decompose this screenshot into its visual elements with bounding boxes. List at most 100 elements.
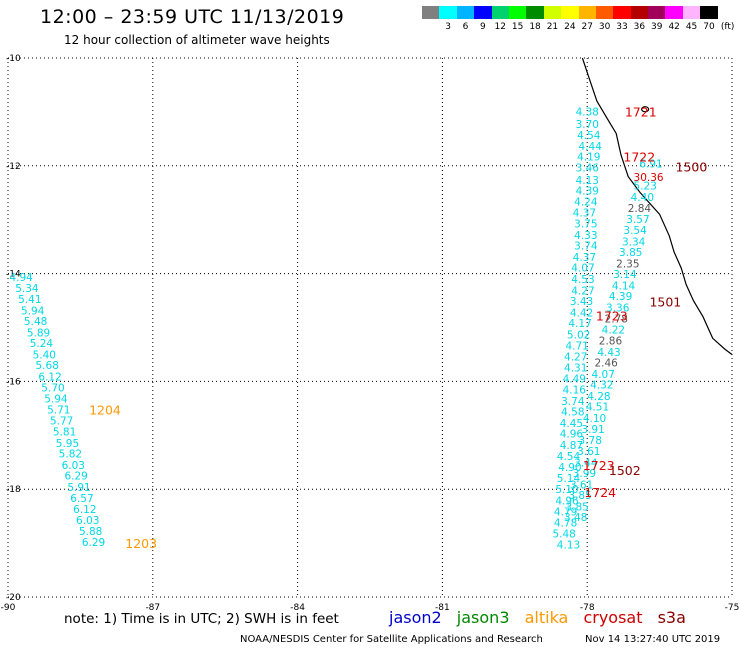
wave-height-label: 6.12 — [38, 372, 61, 384]
lat-tick-label: -20 — [6, 593, 21, 603]
wave-height-label: 4.78 — [554, 518, 577, 530]
wave-height-label: 4.54 — [577, 130, 601, 142]
wave-height-label: 4.13 — [557, 540, 580, 552]
coastline-path — [581, 57, 733, 355]
wave-height-label: 4.33 — [574, 230, 597, 242]
wave-height-points: 4.383.704.544.444.193.464.134.394.244.37… — [9, 106, 663, 551]
island-outline — [641, 106, 650, 113]
wave-height-label: 3.57 — [626, 214, 649, 226]
color-scale-swatch — [630, 6, 649, 19]
wave-height-label: 4.53 — [571, 274, 594, 286]
wave-height-label: 4.54 — [557, 451, 581, 463]
wave-height-label: 2.46 — [594, 358, 618, 370]
wave-height-label: 4.40 — [631, 192, 654, 204]
legend-jason2: jason2 — [389, 608, 442, 627]
wave-height-label: 3.85 — [565, 501, 588, 513]
lat-tick-label: -12 — [6, 162, 21, 172]
coastline — [581, 57, 733, 355]
wave-height-label: 4.28 — [587, 391, 610, 403]
wave-height-label: 5.24 — [30, 338, 54, 350]
pass-time-label: 1722 — [623, 150, 655, 165]
color-scale-swatch — [508, 6, 527, 19]
lon-tick-label: -75 — [725, 603, 740, 613]
wave-height-label: 5.41 — [18, 294, 41, 306]
legend-jason3: jason3 — [456, 608, 510, 627]
pass-time-label: 1203 — [125, 536, 157, 551]
wave-height-label: 4.39 — [576, 186, 599, 198]
wave-height-label: 5.91 — [67, 482, 90, 494]
wave-height-label: 6.91 — [639, 159, 662, 171]
wave-height-label: 4.51 — [586, 402, 609, 414]
wave-height-label: 5.82 — [59, 449, 82, 461]
wave-height-label: 5.94 — [21, 305, 45, 317]
lat-tick-label: -18 — [6, 485, 21, 495]
wave-height-label: 4.94 — [9, 272, 33, 284]
footer-note: note: 1) Time is in UTC; 2) SWH is in fe… — [64, 611, 339, 627]
wave-height-label: 4.32 — [590, 380, 613, 392]
wave-height-label: 3.75 — [574, 218, 597, 230]
wave-height-label: 5.68 — [36, 360, 59, 372]
color-scale-swatch — [613, 6, 631, 19]
wave-height-label: 4.38 — [576, 106, 599, 118]
wave-height-label: 4.22 — [602, 325, 625, 337]
color-scale-swatch — [474, 6, 492, 19]
lon-tick-label: -90 — [1, 603, 16, 613]
wave-height-label: 4.49 — [563, 374, 586, 386]
color-scale-tick: 27 — [581, 22, 593, 32]
color-scale-tick: 6 — [462, 22, 469, 32]
wave-height-label: 5.48 — [552, 528, 575, 540]
pass-time-labels: 1721 1722 1723 1723 1724 1500 1501 1502 1204 1203 — [89, 104, 707, 551]
lat-tick-label: -16 — [6, 377, 21, 387]
color-scale-tick: 21 — [546, 22, 559, 32]
wave-height-label: 6.29 — [82, 537, 105, 549]
color-scale-swatch — [456, 6, 475, 19]
map-grid — [7, 57, 733, 598]
wave-height-label: 4.90 — [558, 462, 581, 474]
color-scale-tick: 42 — [668, 22, 680, 32]
wave-height-label: 3.48 — [564, 512, 587, 524]
wave-height-label: 6.03 — [76, 515, 99, 527]
wave-height-label: 5.77 — [50, 416, 73, 428]
color-scale-tick: 15 — [511, 22, 524, 32]
color-scale-swatch — [700, 6, 718, 19]
color-scale-spacer — [422, 22, 439, 32]
page-subtitle: 12 hour collection of altimeter wave hei… — [64, 33, 330, 47]
wave-height-label: 4.37 — [573, 252, 596, 264]
wave-height-label: 2.86 — [599, 335, 623, 347]
wave-height-label: 4.17 — [568, 318, 591, 330]
wave-height-label: 4.44 — [579, 141, 603, 153]
wave-height-label: 4.07 — [571, 263, 594, 275]
wave-height-label: 4.87 — [560, 440, 583, 452]
footer-timestamp: Nov 14 13:27:40 UTC 2019 — [585, 634, 721, 645]
color-scale-labels: 3 6 9 12 15 18 21 24 27 30 33 36 39 42 45 70 (ft) — [422, 22, 738, 32]
wave-height-label: 2.84 — [628, 203, 652, 215]
wave-height-label: 5.70 — [41, 382, 64, 394]
color-scale-swatch — [439, 6, 457, 19]
wave-height-label: 3.74 — [561, 396, 585, 408]
wave-height-label: 5.48 — [24, 316, 47, 328]
wave-height-label: 4.42 — [570, 307, 593, 319]
wave-height-label: 2.35 — [616, 258, 639, 270]
color-scale-unit: (ft) — [720, 22, 735, 32]
wave-height-label: 3.61 — [577, 446, 600, 458]
color-scale-swatch — [682, 6, 701, 19]
color-scale-swatch — [595, 6, 614, 19]
wave-height-label: 3.99 — [573, 468, 596, 480]
wave-height-label: 5.89 — [27, 327, 50, 339]
wave-height-label: 4.24 — [574, 196, 598, 208]
wave-height-label: 6.29 — [64, 471, 87, 483]
wave-height-label: 2.78 — [605, 313, 628, 325]
wave-height-label: 3.85 — [568, 490, 591, 502]
wave-height-label: 4.10 — [583, 413, 606, 425]
pass-time-label: 1723 — [596, 309, 628, 324]
wave-height-label: 4.27 — [571, 285, 594, 297]
lat-tick-label: -10 — [6, 54, 21, 64]
legend-altika: altika — [524, 608, 569, 627]
color-scale-tick: 3 — [445, 22, 451, 32]
pass-time-label: 1500 — [676, 159, 708, 174]
wave-height-label: 5.40 — [33, 349, 56, 361]
wave-height-label: 3.54 — [623, 225, 647, 237]
wave-height-label: 3.74 — [574, 241, 598, 253]
wave-height-label: 6.57 — [70, 493, 93, 505]
wave-height-label: 3.14 — [613, 269, 637, 281]
